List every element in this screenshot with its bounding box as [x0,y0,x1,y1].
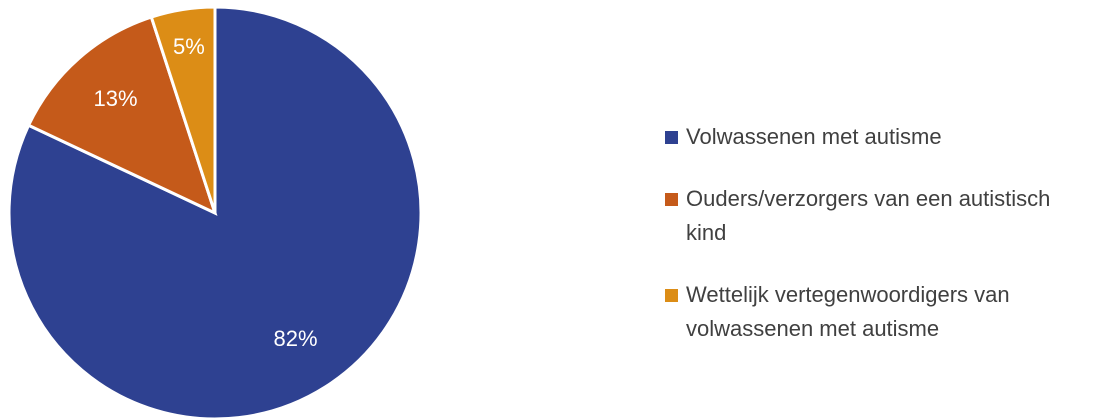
legend-swatch [665,131,678,144]
legend-swatch [665,193,678,206]
data-label: 13% [94,86,138,111]
data-label: 5% [173,34,205,59]
legend-label: Ouders/verzorgers van een autistisch kin… [686,186,1051,245]
legend-item: Ouders/verzorgers van een autistisch kin… [665,182,1085,250]
chart: 82% 13% 5% [7,5,423,419]
legend-label: Volwassenen met autisme [686,124,942,149]
data-label: 82% [274,326,318,351]
pie-slice [149,5,217,214]
legend-item: Wettelijk vertegenwoordigers van volwass… [665,278,1085,346]
legend-item: Volwassenen met autisme [665,120,1085,154]
legend-label: Wettelijk vertegenwoordigers van volwass… [686,282,1010,341]
legend: Volwassenen met autisme Ouders/verzorgers… [665,120,1085,346]
legend-swatch [665,289,678,302]
pie-slice [26,15,218,216]
